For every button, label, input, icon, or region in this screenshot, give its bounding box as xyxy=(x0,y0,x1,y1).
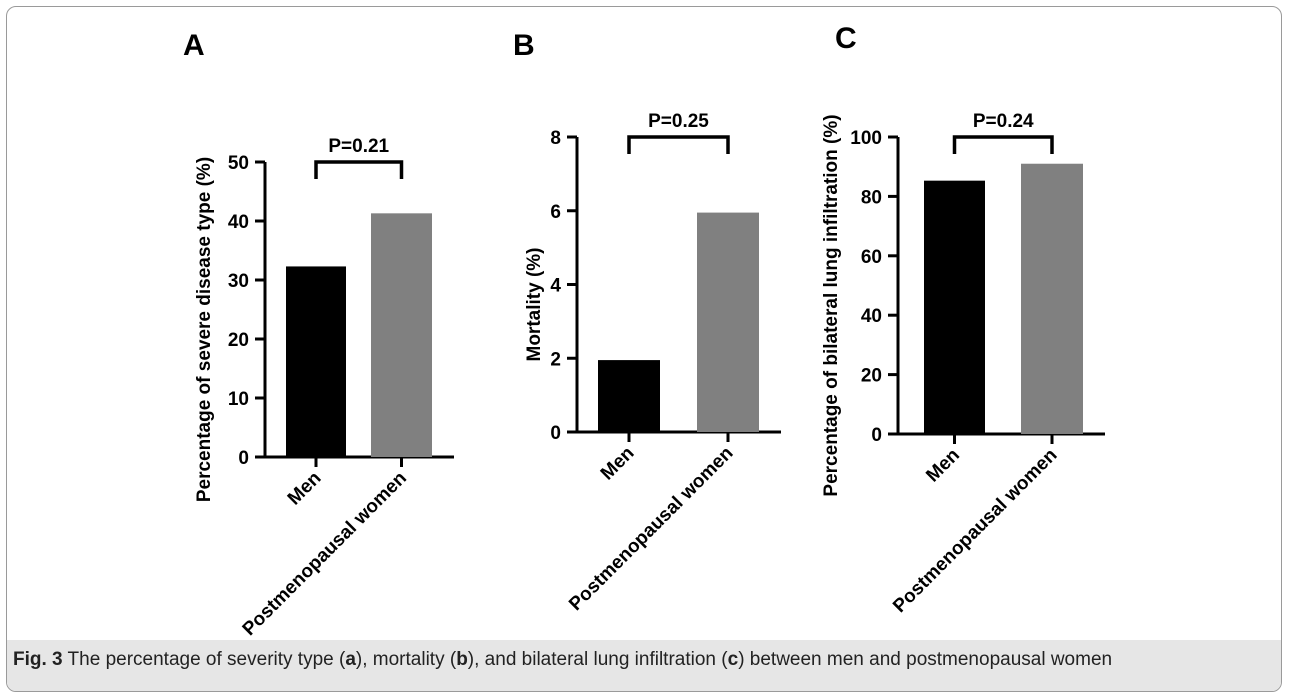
caption-fig-label: Fig. 3 xyxy=(13,649,63,670)
caption-panel-a: a xyxy=(345,649,356,670)
panel-b-x-tick-label: Men xyxy=(597,443,639,485)
panel-a-y-axis-label: Percentage of severe disease type (%) xyxy=(194,157,215,502)
panel-a-bar-postmenopausal-women xyxy=(371,213,432,457)
panel-a-x-tick-label: Men xyxy=(284,468,326,510)
panel-a-y-tick-label: 10 xyxy=(228,389,249,410)
figure-frame xyxy=(6,6,1282,692)
panel-b-y-tick-label: 2 xyxy=(550,349,561,370)
caption-panel-c: c xyxy=(727,649,739,670)
panel-c-x-tick-label: Postmenopausal women xyxy=(889,445,1061,617)
panel-b-y-tick-label: 0 xyxy=(550,423,561,444)
panel-c-bar-men xyxy=(924,180,985,434)
panel-c-significance-bracket xyxy=(952,135,1054,154)
caption-part-1: The percentage of severity type ( xyxy=(62,649,346,670)
panel-b-significance-bracket xyxy=(627,135,730,154)
panel-c-y-tick-label: 40 xyxy=(861,306,882,327)
panel-a-y-tick-label: 30 xyxy=(228,271,249,292)
panel-c-y-tick-label: 20 xyxy=(861,366,882,387)
panel-a-significance-bracket xyxy=(314,160,404,179)
caption-part-3: ), and bilateral lung infiltration ( xyxy=(467,649,728,670)
panel-b-p-value: P=0.25 xyxy=(648,111,709,132)
panel-a-letter: A xyxy=(183,29,205,62)
panel-a-y-tick-label: 20 xyxy=(228,330,249,351)
panel-a-y-tick-label: 50 xyxy=(228,153,249,174)
panel-b-y-tick-label: 8 xyxy=(550,128,561,149)
panel-b-x-tick-label: Postmenopausal women xyxy=(565,443,737,615)
panel-c-y-tick-label: 80 xyxy=(861,187,882,208)
caption-part-2: ), mortality ( xyxy=(355,649,457,670)
panel-c-y-axis-label: Percentage of bilateral lung infiltratio… xyxy=(821,114,842,496)
panel-a-p-value: P=0.21 xyxy=(328,136,389,157)
panel-c-bar-postmenopausal-women xyxy=(1021,163,1083,435)
panel-c-p-value: P=0.24 xyxy=(973,111,1034,132)
caption-panel-b: b xyxy=(456,649,468,670)
panel-b-y-tick-label: 6 xyxy=(550,202,561,223)
panel-a-y-tick-label: 40 xyxy=(228,212,249,233)
panel-b-y-tick-label: 4 xyxy=(550,276,561,297)
figure-caption: Fig. 3 The percentage of severity type (… xyxy=(13,649,1112,671)
panel-c-y-tick-label: 100 xyxy=(850,128,882,149)
panel-c-y-tick-label: 60 xyxy=(861,247,882,268)
panel-c-letter: C xyxy=(835,22,857,55)
panel-c-y-tick-label: 0 xyxy=(871,425,882,446)
panel-c-x-tick-label: Men xyxy=(922,445,964,487)
panel-b-y-axis-label: Mortality (%) xyxy=(524,248,545,362)
panel-a-bar-men xyxy=(286,266,346,457)
panel-b-bar-men xyxy=(598,360,660,432)
caption-part-4: ) between men and postmenopausal women xyxy=(738,649,1113,670)
panel-b-letter: B xyxy=(513,29,535,62)
panel-a-x-tick-label: Postmenopausal women xyxy=(239,468,411,640)
panel-a-y-tick-label: 0 xyxy=(238,448,249,469)
panel-b-bar-postmenopausal-women xyxy=(697,212,759,432)
caption-bar xyxy=(7,640,1281,691)
